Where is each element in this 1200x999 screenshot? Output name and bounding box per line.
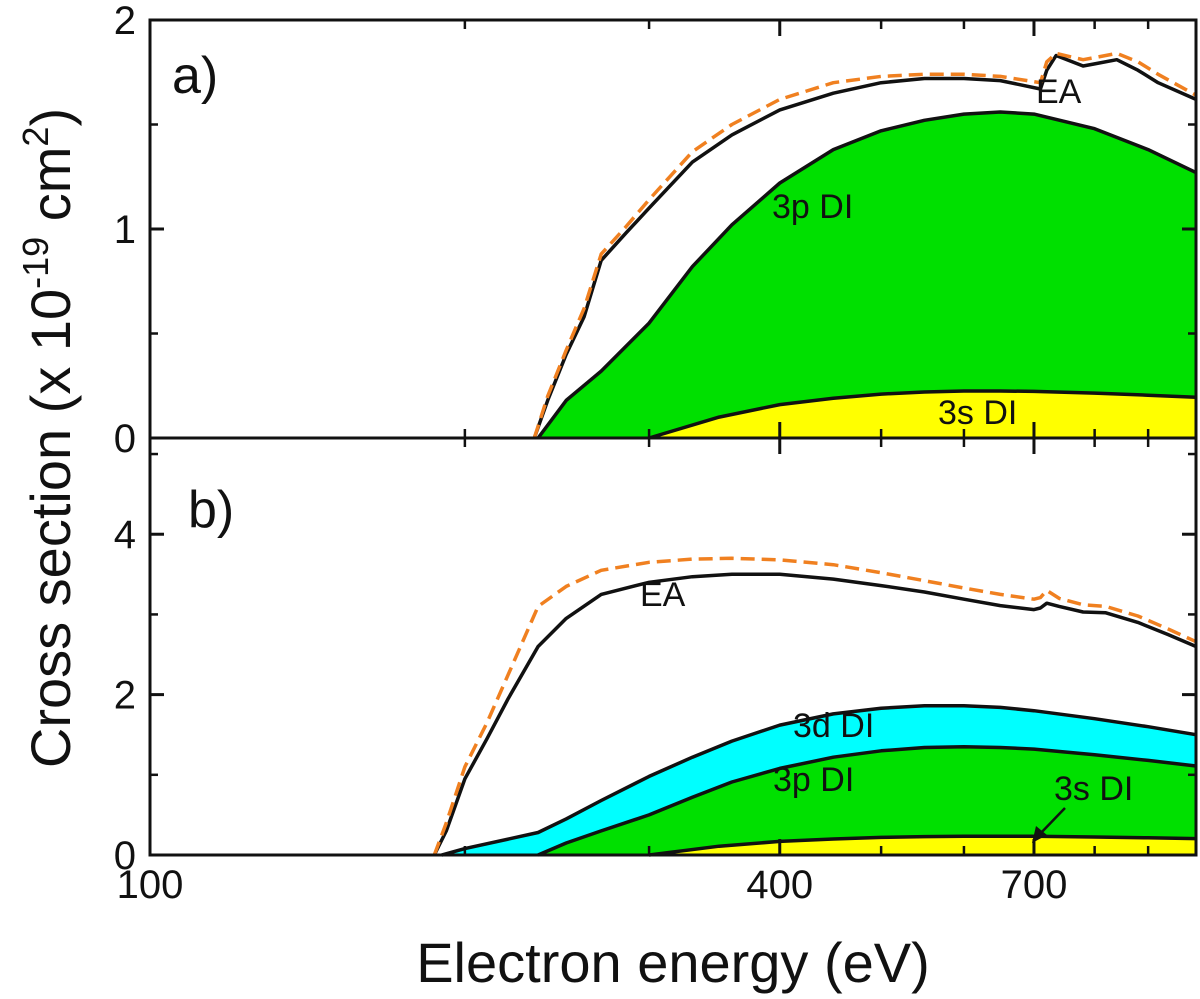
panel-b-line-3p-di [537, 744, 1197, 857]
panel-a-ea-line [532, 53, 1197, 439]
panel-b-ea-label: EA [640, 576, 686, 614]
panel-b-3d-label: 3d DI [793, 707, 874, 745]
panel-b-ytick-label-0: 0 [114, 834, 136, 878]
panel-a-area-3p-di [538, 112, 1196, 438]
panel-b-ytick-label-1: 2 [114, 674, 136, 718]
panel-a-line-3p-di [536, 110, 1197, 440]
x-axis-title: Electron energy (eV) [416, 931, 930, 994]
panel-b-area-3p-di [538, 746, 1196, 855]
panel-a-ytick-label-2: 2 [114, 0, 136, 43]
panel-b-label: b) [188, 481, 234, 539]
y-axis-title-unit-exp: 2 [15, 127, 56, 147]
x-tick-label-700: 700 [1001, 863, 1068, 907]
panel-a-line-3s-di [648, 389, 1197, 440]
panel-b-3s-label: 3s DI [1054, 770, 1133, 808]
panel-b-3s-arrowhead [1032, 826, 1047, 843]
panel-a-label: a) [172, 47, 218, 105]
panel-b: 0 2 4 b) EA 3d DI 3p DI 3s DI [114, 436, 1198, 878]
panel-b-ea-dashed-line [432, 556, 1197, 856]
y-axis-title: Cross section (x 10-19 cm2) [15, 108, 82, 768]
panel-b-3p-label: 3p DI [773, 761, 854, 799]
y-axis-title-exp: -19 [15, 237, 56, 289]
panel-a-ea-label: EA [1036, 73, 1082, 111]
panel-b-area-3s-di [649, 836, 1196, 855]
panel-a: 0 1 2 a) EA 3p DI 3s DI [114, 0, 1198, 461]
y-axis-title-unit: cm [19, 147, 82, 237]
panel-b-line-3d-di [441, 704, 1197, 857]
panel-a-3s-label: 3s DI [938, 394, 1017, 432]
panel-b-line-3s-di [648, 834, 1197, 857]
panel-a-3p-label: 3p DI [772, 188, 853, 226]
panel-a-ytick-label-1: 1 [114, 208, 136, 252]
panel-a-area-3s-di [649, 391, 1196, 438]
panel-b-ea-line [432, 572, 1197, 856]
x-tick-label-100: 100 [117, 863, 184, 907]
panel-b-frame [148, 436, 1198, 857]
panel-b-ytick-label-2: 4 [114, 513, 136, 557]
panel-a-ytick-label-0: 0 [114, 417, 136, 461]
x-tick-label-400: 400 [746, 863, 813, 907]
y-axis-title-close: ) [19, 108, 82, 127]
y-axis-title-main: Cross section (x 10 [19, 289, 82, 768]
